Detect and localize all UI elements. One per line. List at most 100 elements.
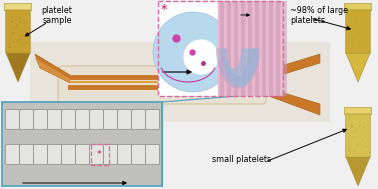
Circle shape — [17, 41, 18, 42]
Circle shape — [351, 21, 352, 22]
FancyBboxPatch shape — [34, 109, 48, 129]
Polygon shape — [216, 49, 260, 88]
Circle shape — [366, 42, 367, 43]
Circle shape — [359, 143, 361, 144]
Bar — [234, 1, 238, 96]
Circle shape — [359, 125, 361, 126]
Circle shape — [366, 146, 367, 147]
FancyBboxPatch shape — [76, 109, 90, 129]
Bar — [220, 1, 224, 96]
Bar — [283, 1, 287, 96]
Circle shape — [349, 43, 350, 45]
Bar — [255, 1, 259, 96]
Bar — [158, 1, 283, 96]
Circle shape — [353, 28, 355, 29]
Circle shape — [15, 46, 16, 47]
Circle shape — [359, 125, 361, 127]
FancyBboxPatch shape — [4, 4, 32, 11]
FancyBboxPatch shape — [118, 145, 132, 164]
FancyBboxPatch shape — [90, 145, 104, 164]
Circle shape — [23, 23, 25, 24]
Bar — [248, 1, 252, 96]
Circle shape — [14, 28, 15, 29]
Polygon shape — [346, 53, 370, 82]
Circle shape — [354, 33, 355, 34]
Circle shape — [356, 41, 358, 42]
Bar — [7, 17, 29, 52]
Circle shape — [364, 23, 365, 24]
Circle shape — [359, 39, 361, 40]
Polygon shape — [255, 84, 320, 115]
Text: small platelets: small platelets — [212, 155, 271, 164]
Polygon shape — [255, 54, 320, 83]
FancyBboxPatch shape — [118, 109, 132, 129]
Circle shape — [183, 39, 219, 75]
Bar — [218, 1, 283, 96]
FancyBboxPatch shape — [6, 145, 20, 164]
Text: platelet
sample: platelet sample — [42, 6, 73, 25]
Text: ~98% of large
platelets: ~98% of large platelets — [290, 6, 348, 25]
FancyBboxPatch shape — [104, 109, 118, 129]
Polygon shape — [346, 157, 370, 186]
Circle shape — [364, 127, 365, 128]
FancyBboxPatch shape — [132, 109, 146, 129]
Circle shape — [352, 126, 353, 127]
FancyBboxPatch shape — [62, 145, 76, 164]
FancyBboxPatch shape — [20, 109, 34, 129]
Bar — [30, 42, 330, 122]
Circle shape — [349, 47, 350, 48]
Polygon shape — [222, 49, 258, 87]
Circle shape — [19, 18, 20, 19]
Circle shape — [355, 150, 356, 151]
Bar — [276, 1, 280, 96]
Circle shape — [12, 32, 13, 34]
FancyBboxPatch shape — [132, 145, 146, 164]
Circle shape — [353, 132, 355, 133]
Circle shape — [350, 46, 351, 47]
Circle shape — [9, 43, 11, 45]
FancyBboxPatch shape — [90, 109, 104, 129]
Circle shape — [22, 35, 23, 36]
Polygon shape — [35, 54, 70, 83]
FancyBboxPatch shape — [62, 109, 76, 129]
Circle shape — [19, 22, 20, 23]
Circle shape — [12, 22, 13, 23]
Circle shape — [349, 147, 350, 149]
FancyBboxPatch shape — [146, 145, 160, 164]
FancyBboxPatch shape — [346, 114, 370, 157]
Circle shape — [352, 136, 353, 138]
Circle shape — [9, 46, 11, 47]
Bar — [347, 17, 369, 52]
FancyBboxPatch shape — [48, 109, 62, 129]
FancyBboxPatch shape — [6, 109, 20, 129]
FancyBboxPatch shape — [104, 145, 118, 164]
Circle shape — [350, 150, 351, 151]
Circle shape — [14, 33, 15, 34]
Bar — [241, 1, 245, 96]
Text: *: * — [97, 149, 102, 159]
Bar — [227, 1, 231, 96]
FancyBboxPatch shape — [344, 4, 372, 11]
Circle shape — [349, 151, 350, 152]
FancyBboxPatch shape — [346, 10, 370, 53]
Circle shape — [11, 21, 12, 22]
FancyBboxPatch shape — [76, 145, 90, 164]
FancyBboxPatch shape — [20, 145, 34, 164]
Circle shape — [352, 22, 353, 23]
Circle shape — [9, 47, 10, 48]
Text: *: * — [161, 2, 167, 15]
Circle shape — [355, 46, 356, 47]
FancyBboxPatch shape — [58, 66, 266, 104]
Circle shape — [362, 35, 363, 36]
Circle shape — [352, 32, 353, 34]
Bar — [2, 102, 162, 186]
Circle shape — [359, 22, 361, 23]
FancyBboxPatch shape — [6, 10, 30, 53]
Bar — [262, 1, 266, 96]
Polygon shape — [6, 53, 30, 82]
Circle shape — [26, 42, 27, 43]
Circle shape — [359, 18, 360, 19]
FancyBboxPatch shape — [146, 109, 160, 129]
Bar — [347, 121, 369, 156]
Circle shape — [362, 139, 363, 140]
